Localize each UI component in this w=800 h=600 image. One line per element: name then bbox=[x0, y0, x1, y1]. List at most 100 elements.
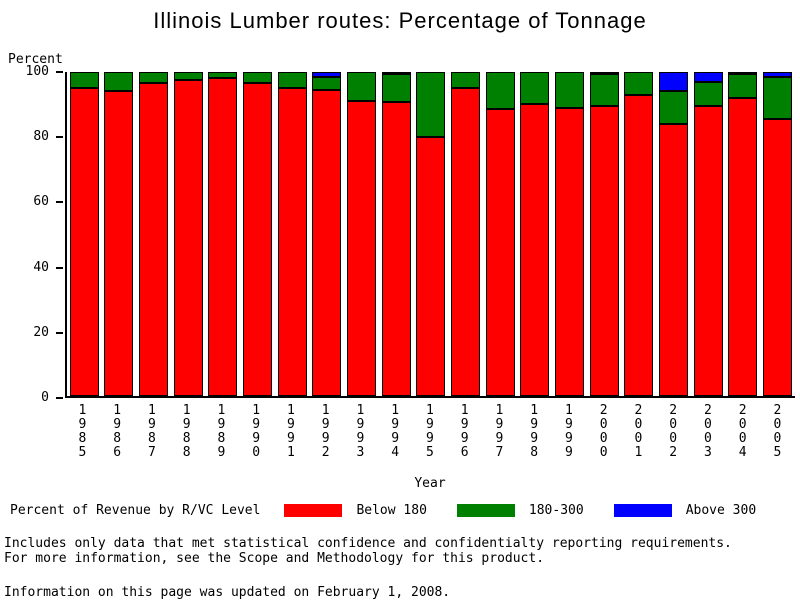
bar-segment bbox=[693, 81, 723, 107]
bar-1985 bbox=[69, 72, 99, 396]
bar-2005 bbox=[762, 72, 792, 396]
bar-segment bbox=[381, 74, 411, 102]
bar-segment bbox=[658, 123, 688, 396]
bar-segment bbox=[173, 72, 203, 81]
x-tick-label-1990: 1 9 9 0 bbox=[252, 403, 261, 460]
bar-2003 bbox=[693, 72, 723, 396]
bar-1993 bbox=[347, 72, 377, 396]
x-tick-label-1999: 1 9 9 9 bbox=[564, 403, 573, 460]
bar-segment bbox=[693, 72, 723, 82]
x-tick-label-1991: 1 9 9 1 bbox=[286, 403, 295, 460]
legend-label: 180-300 bbox=[528, 503, 584, 518]
x-axis-tick-labels: 1 9 8 5 1 9 8 6 1 9 8 7 1 9 8 8 1 9 8 9 1 9 9… bbox=[65, 404, 795, 460]
bar-segment bbox=[69, 88, 99, 396]
y-tick-label: 100 bbox=[25, 64, 49, 79]
legend-item: 180-300 bbox=[456, 503, 584, 518]
bar-segment bbox=[69, 72, 99, 89]
bar-1987 bbox=[139, 72, 169, 396]
bar-segment bbox=[624, 72, 654, 95]
bar-2001 bbox=[624, 72, 654, 396]
y-tick-mark bbox=[56, 397, 63, 399]
bar-segment bbox=[658, 91, 688, 124]
x-tick-label-2003: 2 0 0 3 bbox=[703, 403, 712, 460]
bar-segment bbox=[485, 72, 515, 110]
bar-segment bbox=[173, 80, 203, 396]
x-tick-label-2000: 2 0 0 0 bbox=[599, 403, 608, 460]
x-tick-label-2005: 2 0 0 5 bbox=[773, 403, 782, 460]
y-axis-label: Percent bbox=[8, 52, 63, 67]
y-tick-label: 40 bbox=[33, 259, 49, 275]
bar-1992 bbox=[312, 72, 342, 396]
x-axis-label: Year bbox=[414, 476, 446, 491]
bar-segment bbox=[312, 76, 342, 90]
bar-segment bbox=[104, 91, 134, 396]
bar-segment bbox=[347, 72, 377, 102]
bar-segment bbox=[762, 76, 792, 119]
x-tick-label-1993: 1 9 9 3 bbox=[356, 403, 365, 460]
bar-segment bbox=[520, 104, 550, 396]
bar-segment bbox=[139, 83, 169, 396]
bar-segment bbox=[208, 78, 238, 396]
y-axis-ticks: 0 20 40 60 80 100 bbox=[0, 65, 63, 405]
legend-label: Above 300 bbox=[685, 503, 757, 518]
legend-item: Below 180 bbox=[284, 503, 427, 518]
legend-swatch bbox=[456, 504, 515, 517]
bar-1998 bbox=[520, 72, 550, 396]
x-tick-label-2001: 2 0 0 1 bbox=[634, 403, 643, 460]
bar-1991 bbox=[277, 72, 307, 396]
bar-segment bbox=[381, 101, 411, 396]
x-tick-label-1998: 1 9 9 8 bbox=[530, 403, 539, 460]
bar-1994 bbox=[381, 72, 411, 396]
x-tick-label-1996: 1 9 9 6 bbox=[460, 403, 469, 460]
page-title: Illinois Lumber routes: Percentage of To… bbox=[153, 8, 647, 33]
bar-segment bbox=[243, 83, 273, 396]
bar-segment bbox=[485, 109, 515, 396]
legend: Percent of Revenue by R/VC Level Below 1… bbox=[10, 503, 790, 518]
bar-segment bbox=[555, 107, 585, 396]
bar-segment bbox=[658, 72, 688, 92]
bar-1988 bbox=[173, 72, 203, 396]
bar-segment bbox=[624, 94, 654, 396]
y-tick-label: 20 bbox=[33, 324, 49, 340]
bar-segment bbox=[728, 72, 758, 74]
bar-segment bbox=[277, 72, 307, 89]
x-tick-label-1997: 1 9 9 7 bbox=[495, 403, 504, 460]
y-tick-mark bbox=[56, 136, 63, 139]
x-tick-label-1988: 1 9 8 8 bbox=[182, 403, 191, 460]
legend-swatch bbox=[284, 504, 343, 517]
x-tick-label-2002: 2 0 0 2 bbox=[669, 403, 678, 460]
y-tick-mark bbox=[56, 331, 63, 334]
bar-2004 bbox=[728, 72, 758, 396]
y-tick-mark bbox=[56, 266, 63, 269]
footer-updated: Information on this page was updated on … bbox=[4, 585, 451, 600]
x-tick-label-1985: 1 9 8 5 bbox=[78, 403, 87, 460]
bar-1986 bbox=[104, 72, 134, 396]
bar-segment bbox=[451, 88, 481, 396]
bar-segment bbox=[312, 89, 342, 396]
bar-segment bbox=[762, 118, 792, 396]
bar-segment bbox=[277, 88, 307, 396]
bar-segment bbox=[381, 72, 411, 74]
bar-segment bbox=[728, 98, 758, 396]
bar-segment bbox=[208, 72, 238, 79]
bar-1989 bbox=[208, 72, 238, 396]
bar-segment bbox=[762, 72, 792, 77]
bar-segment bbox=[243, 72, 273, 84]
bar-1999 bbox=[555, 72, 585, 396]
x-tick-label-2004: 2 0 0 4 bbox=[738, 403, 747, 460]
legend-swatch bbox=[613, 504, 672, 517]
bar-segment bbox=[312, 72, 342, 77]
bar-1990 bbox=[243, 72, 273, 396]
bar-segment bbox=[347, 101, 377, 396]
bars-container bbox=[67, 72, 795, 396]
bar-1997 bbox=[485, 72, 515, 396]
legend-title: Percent of Revenue by R/VC Level bbox=[10, 503, 261, 518]
y-tick-label: 0 bbox=[41, 390, 49, 405]
footer-note: Includes only data that met statistical … bbox=[4, 536, 732, 566]
bar-2000 bbox=[589, 72, 619, 396]
x-tick-label-1994: 1 9 9 4 bbox=[391, 403, 400, 460]
bar-segment bbox=[555, 72, 585, 108]
bar-segment bbox=[416, 136, 446, 396]
x-tick-label-1986: 1 9 8 6 bbox=[113, 403, 122, 460]
